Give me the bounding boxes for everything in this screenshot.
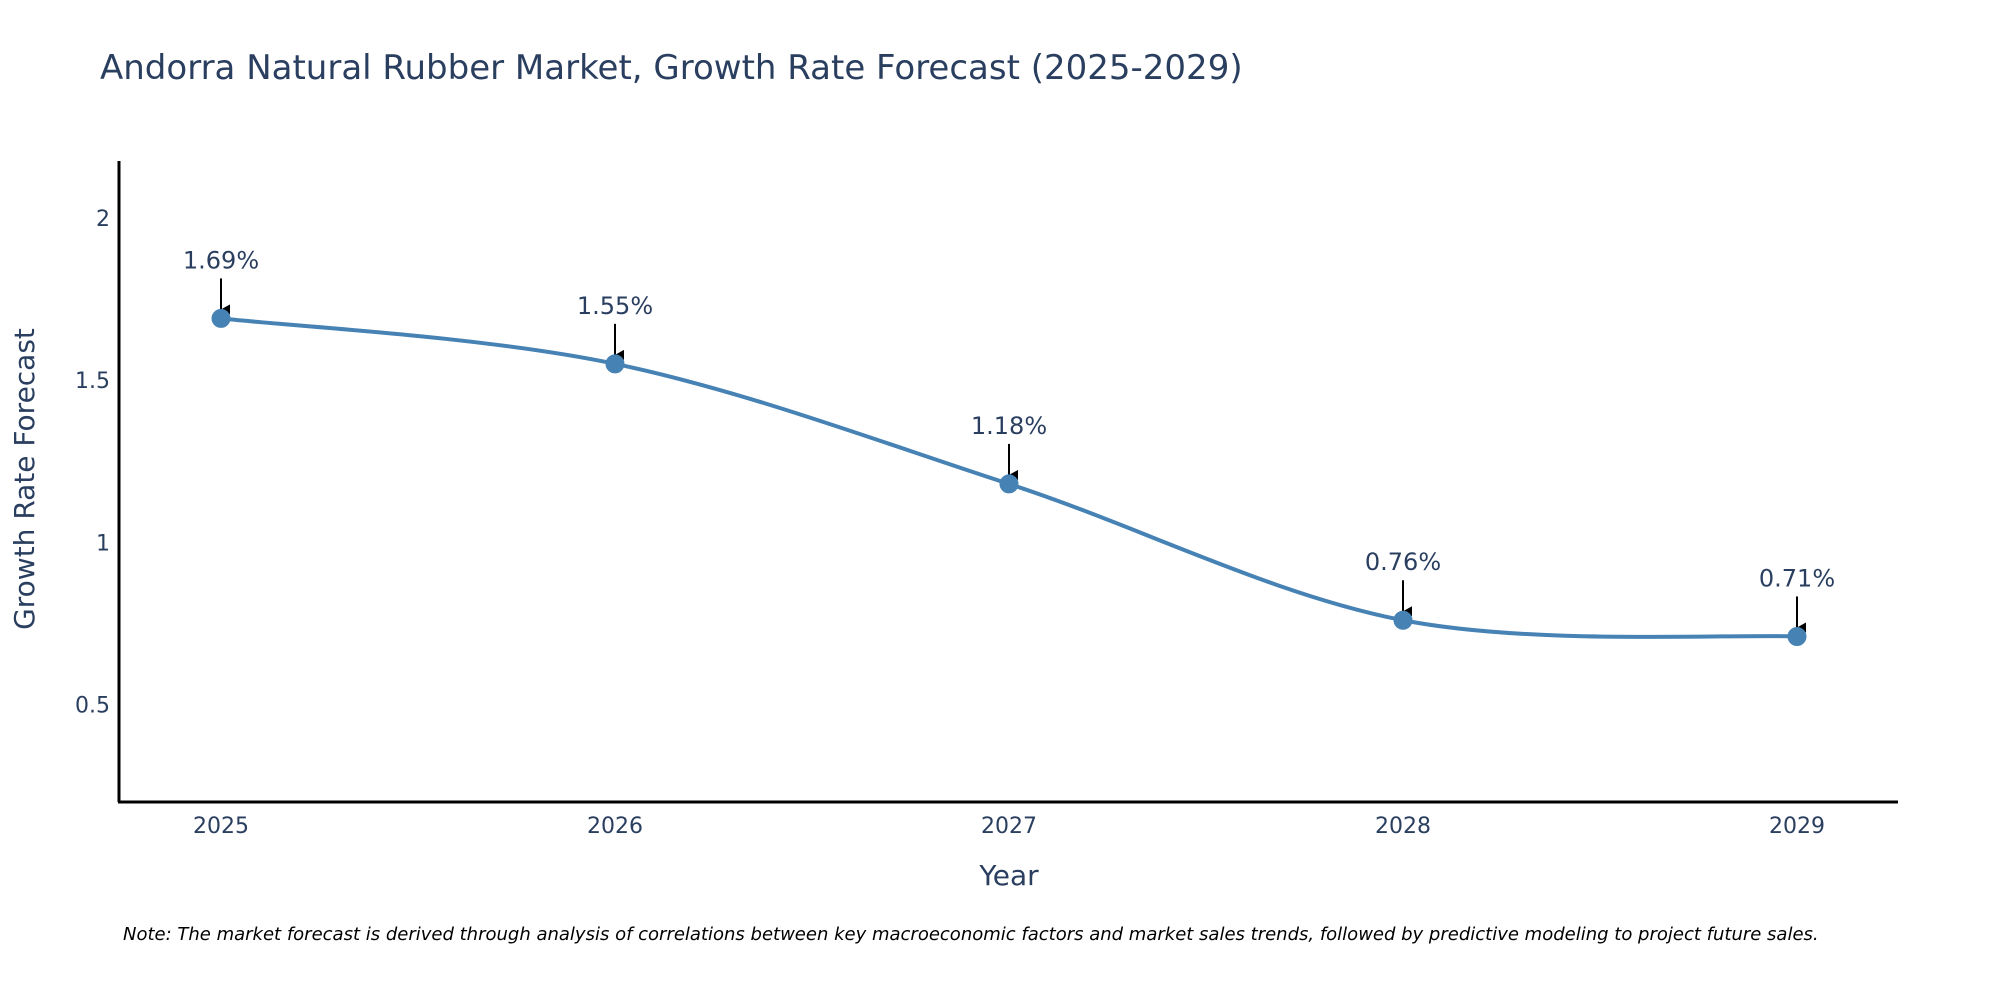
data-label: 0.76% xyxy=(1365,548,1441,576)
y-tick-label: 1 xyxy=(96,531,110,556)
x-tick-label: 2026 xyxy=(587,814,643,839)
chart-note: Note: The market forecast is derived thr… xyxy=(123,924,1819,945)
data-point xyxy=(999,474,1019,494)
x-tick-label: 2029 xyxy=(1769,814,1825,839)
x-tick-label: 2028 xyxy=(1375,814,1431,839)
y-tick-label: 2 xyxy=(96,207,110,232)
data-label: 1.69% xyxy=(183,246,259,274)
data-point xyxy=(1393,610,1413,630)
data-point xyxy=(1787,626,1807,646)
y-tick-label: 1.5 xyxy=(75,369,110,394)
x-tick-label: 2025 xyxy=(193,814,249,839)
y-axis-title: Growth Rate Forecast xyxy=(8,328,41,630)
y-tick-label: 0.5 xyxy=(75,694,110,719)
data-point xyxy=(605,354,625,374)
data-label: 1.18% xyxy=(971,412,1047,440)
chart-title: Andorra Natural Rubber Market, Growth Ra… xyxy=(100,48,1243,88)
data-label: 0.71% xyxy=(1759,564,1835,592)
data-point xyxy=(211,308,231,328)
x-axis-title: Year xyxy=(978,859,1039,892)
x-tick-label: 2027 xyxy=(981,814,1037,839)
plot-area: 0.5 1 1.5 2 2025 2026 2027 2028 2029 1.69% 1.55% 1.… xyxy=(75,207,1835,839)
data-label: 1.55% xyxy=(577,292,653,320)
